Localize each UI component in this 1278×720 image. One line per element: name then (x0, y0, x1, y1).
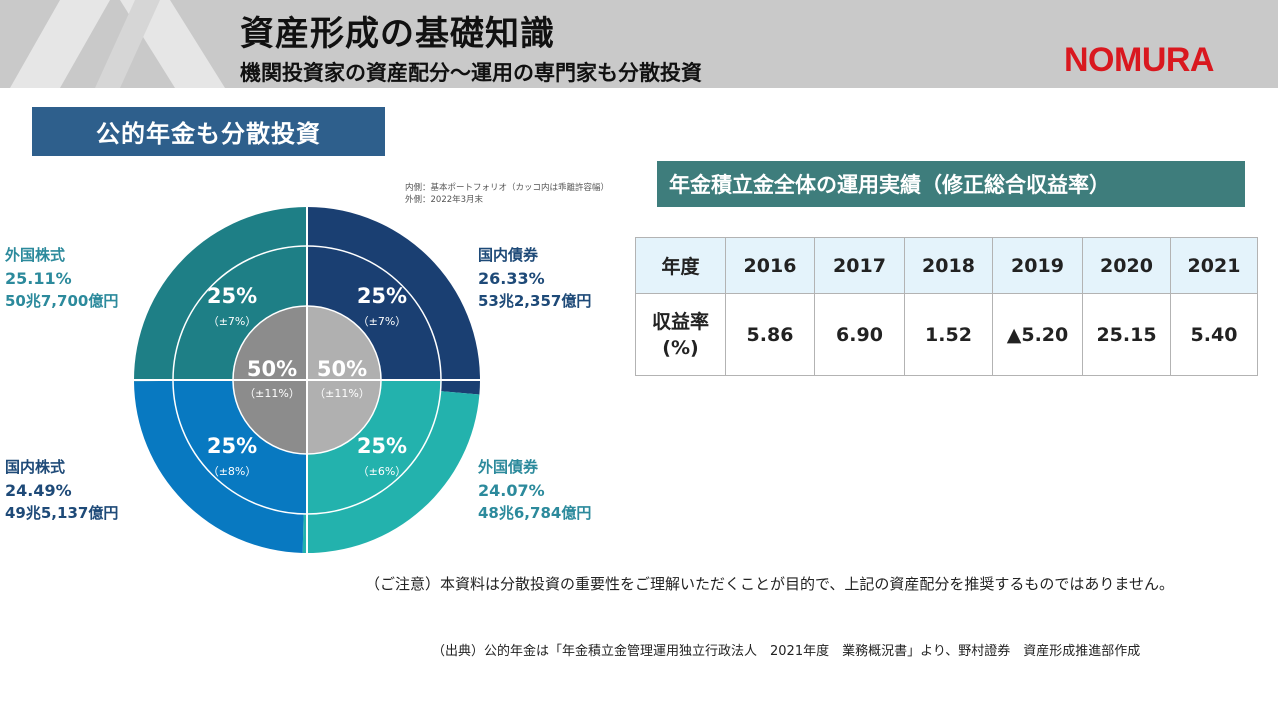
inner-range-domestic-bonds: （±7%） (358, 315, 407, 328)
performance-table: 年度 2016 2017 2018 2019 2020 2021 収益率 (%)… (635, 237, 1258, 376)
label-foreign-bonds-name: 外国債券 (478, 458, 539, 476)
label-domestic-stocks: 国内株式 24.49% 49兆5,137億円 (5, 456, 118, 525)
performance-value-row: 収益率 (%) 5.86 6.90 1.52 ▲5.20 25.15 5.40 (635, 293, 1258, 376)
label-foreign-bonds: 外国債券 24.07% 48兆6,784億円 (478, 456, 591, 525)
inner-range-foreign-bonds: （±6%） (358, 465, 407, 478)
core-range-stocks: （±11%） (244, 387, 300, 400)
year-cell: 2017 (814, 237, 905, 294)
source-note: （出典）公的年金は「年金積立金管理運用独立行政法人 2021年度 業務概況書」よ… (432, 644, 1141, 659)
year-cell: 2016 (725, 237, 815, 294)
return-label-cell: 収益率 (%) (635, 293, 726, 376)
year-cell: 2019 (992, 237, 1083, 294)
label-domestic-stocks-percent: 24.49% (5, 481, 72, 500)
inner-range-foreign-stocks: （±7%） (208, 315, 257, 328)
label-foreign-stocks-amount: 50兆7,700億円 (5, 292, 119, 310)
chart-note-inner: 内側：基本ポートフォリオ（カッコ内は乖離許容幅） (405, 183, 610, 193)
label-domestic-bonds: 国内債券 26.33% 53兆2,357億円 (478, 244, 591, 313)
inner-slice-domestic-stocks (173, 380, 307, 514)
outer-slice-domestic-stocks (134, 380, 304, 553)
core-range-bonds: （±11%） (314, 387, 370, 400)
return-label-line1: 収益率 (651, 310, 709, 333)
inner-slice-foreign-bonds (307, 380, 441, 514)
inner-label-foreign-bonds: 25% (357, 434, 407, 458)
label-foreign-bonds-percent: 24.07% (478, 481, 545, 500)
inner-label-domestic-stocks: 25% (207, 434, 257, 458)
nomura-logo: NOMURA (1064, 41, 1214, 79)
chart-note: 内側：基本ポートフォリオ（カッコ内は乖離許容幅） 外側：2022年3月末 (405, 182, 609, 206)
label-foreign-stocks-percent: 25.11% (5, 269, 72, 288)
header-band (0, 0, 1278, 88)
return-cell: ▲5.20 (992, 293, 1083, 376)
year-cell: 2020 (1082, 237, 1171, 294)
outer-slice-foreign-bonds (302, 391, 480, 553)
inner-slice-foreign-stocks (173, 246, 307, 380)
label-domestic-stocks-amount: 49兆5,137億円 (5, 504, 119, 522)
chart-note-outer: 外側：2022年3月末 (405, 195, 484, 205)
year-cell: 2018 (904, 237, 993, 294)
portfolio-donut-chart: 25% （±7%） 25% （±6%） 25% （±8%） 25% （±7%） 50% （±11%… (134, 207, 480, 553)
inner-label-foreign-stocks: 25% (207, 284, 257, 308)
section-tab: 公的年金も分散投資 (32, 107, 385, 156)
inner-range-domestic-stocks: （±8%） (208, 465, 257, 478)
label-foreign-stocks: 外国株式 25.11% 50兆7,700億円 (5, 244, 118, 313)
inner-label-domestic-bonds: 25% (357, 284, 407, 308)
label-domestic-stocks-name: 国内株式 (5, 458, 66, 476)
performance-header-row: 年度 2016 2017 2018 2019 2020 2021 (635, 237, 1258, 294)
outer-slice-domestic-bonds (307, 207, 480, 395)
return-cell: 25.15 (1082, 293, 1171, 376)
label-domestic-bonds-percent: 26.33% (478, 269, 545, 288)
label-domestic-bonds-name: 国内債券 (478, 246, 539, 264)
core-label-stocks: 50% (247, 357, 297, 381)
header-decoration (10, 0, 225, 88)
page-title: 資産形成の基礎知識 (240, 14, 555, 54)
label-domestic-bonds-amount: 53兆2,357億円 (478, 292, 592, 310)
return-cell: 5.40 (1170, 293, 1258, 376)
inner-slice-domestic-bonds (307, 246, 441, 380)
caution-note: （ご注意）本資料は分散投資の重要性をご理解いただくことが目的で、上記の資産配分を… (365, 575, 1174, 593)
return-label-line2: (%) (662, 336, 699, 359)
year-cell: 2021 (1170, 237, 1258, 294)
performance-title: 年金積立金全体の運用実績（修正総合収益率） (657, 161, 1245, 207)
label-foreign-bonds-amount: 48兆6,784億円 (478, 504, 592, 522)
return-cell: 1.52 (904, 293, 993, 376)
year-header-cell: 年度 (635, 237, 726, 294)
return-cell: 5.86 (725, 293, 815, 376)
outer-slice-foreign-stocks (134, 207, 307, 382)
core-label-bonds: 50% (317, 357, 367, 381)
label-foreign-stocks-name: 外国株式 (5, 246, 66, 264)
return-cell: 6.90 (814, 293, 905, 376)
page-subtitle: 機関投資家の資産配分～運用の専門家も分散投資 (240, 61, 702, 85)
